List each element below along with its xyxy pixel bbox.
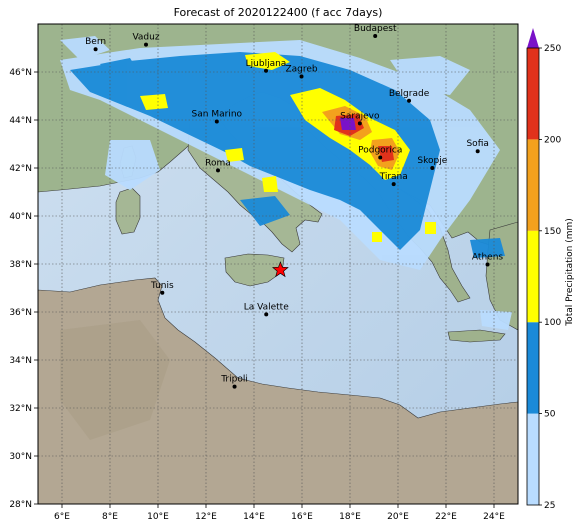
city-label: Bern [85, 37, 106, 47]
city-dot [485, 262, 490, 267]
colorbar-segment [527, 139, 539, 231]
city-skopje: Skopje [417, 156, 448, 170]
city-dot [264, 312, 269, 317]
lat-tick-label: 32°N [9, 404, 32, 414]
graticule [38, 24, 518, 504]
city-sarajevo: Sarajevo [340, 111, 380, 126]
lat-tick-label: 46°N [9, 68, 32, 78]
city-label: Belgrade [389, 89, 430, 99]
lat-tick-label: 34°N [9, 356, 32, 366]
city-tripoli: Tripoli [220, 375, 248, 389]
lon-tick-label: 8°E [102, 512, 118, 522]
city-label: Sofia [466, 139, 488, 149]
city-ljubljana: Ljubljana [246, 59, 287, 73]
colorbar-tick-label: 150 [544, 227, 561, 237]
city-label: Athens [472, 252, 503, 262]
city-budapest: Budapest [354, 24, 397, 38]
city-dot [216, 168, 220, 173]
city-sofia: Sofia [466, 139, 489, 154]
city-label: Podgorica [358, 145, 402, 155]
city-dot [391, 182, 396, 187]
city-podgorica: Podgorica [358, 145, 402, 160]
star-marker [272, 261, 289, 278]
map-title: Forecast of 2020122400 (f acc 7days) [173, 6, 383, 19]
city-dot [357, 121, 362, 126]
colorbar-frame [526, 47, 540, 506]
precip-over-250 [340, 118, 356, 130]
city-tunis: Tunis [150, 281, 174, 295]
colorbar-segment [527, 230, 539, 323]
lat-tick-label: 38°N [9, 260, 32, 270]
colorbar-segment [527, 48, 539, 140]
land-sardinia [115, 187, 141, 235]
city-label: Ljubljana [246, 59, 287, 69]
city-dot [160, 290, 165, 295]
city-label: Sarajevo [340, 111, 380, 121]
city-dot [299, 74, 304, 79]
lon-tick-label: 6°E [54, 512, 70, 522]
city-dot [373, 34, 378, 38]
city-san-marino: San Marino [192, 109, 243, 124]
city-tirana: Tirana [379, 172, 408, 187]
city-label: Tunis [150, 281, 174, 291]
land-desert [60, 320, 170, 440]
land-crete [447, 329, 506, 343]
colorbar-tick-label: 50 [544, 410, 556, 420]
city-dot [430, 166, 435, 170]
lat-tick-label: 28°N [9, 500, 32, 510]
city-label: Zagreb [285, 65, 317, 75]
map-area [38, 24, 518, 504]
city-dot [93, 47, 98, 52]
city-label: Tripoli [220, 375, 248, 385]
city-label: Roma [205, 158, 231, 168]
colorbar: 25 50 100 150 200 250 Total Precipitation (mm… [526, 28, 575, 511]
land-sicily [224, 253, 285, 287]
city-dot [475, 149, 480, 154]
axis-ticks: 6°E 8°E 10°E 12°E 14°E 16°E 18°E 20°E 22°E 24°E 28… [9, 68, 505, 522]
lon-tick-label: 22°E [435, 512, 457, 522]
city-roma: Roma [205, 158, 231, 173]
city-label: Skopje [417, 156, 447, 166]
city-bern: Bern [85, 37, 106, 52]
city-dot [144, 42, 148, 47]
city-label: Vaduz [132, 33, 159, 43]
city-dot [232, 384, 237, 389]
lat-tick-label: 30°N [9, 452, 32, 462]
lon-tick-label: 10°E [147, 512, 169, 522]
colorbar-segment [527, 413, 539, 505]
lon-tick-label: 24°E [483, 512, 505, 522]
city-vaduz: Vaduz [132, 33, 160, 47]
city-dot [214, 119, 219, 124]
lat-tick-label: 44°N [9, 116, 32, 126]
city-belgrade: Belgrade [389, 89, 430, 103]
lon-tick-label: 16°E [291, 512, 313, 522]
lat-tick-label: 36°N [9, 308, 32, 318]
lat-tick-label: 40°N [9, 212, 32, 222]
colorbar-segment [527, 322, 539, 414]
colorbar-tick-label: 250 [544, 44, 561, 54]
city-dot [264, 68, 268, 73]
colorbar-tick-label: 200 [544, 135, 561, 145]
lat-tick-label: 42°N [9, 164, 32, 174]
lon-tick-label: 20°E [387, 512, 409, 522]
star-shape [272, 261, 289, 278]
city-label: San Marino [192, 109, 243, 119]
city-dot [407, 98, 412, 103]
city-label: Tirana [379, 172, 408, 182]
colorbar-tick-label: 100 [544, 318, 561, 328]
lon-tick-label: 18°E [339, 512, 361, 522]
lon-tick-label: 12°E [195, 512, 217, 522]
city-label: La Valette [244, 302, 289, 312]
city-la-valette: La Valette [244, 302, 289, 317]
city-zagreb: Zagreb [285, 65, 318, 79]
city-label: Budapest [354, 24, 397, 34]
city-athens: Athens [472, 252, 503, 267]
colorbar-tick-label: 25 [544, 501, 555, 511]
city-dot [378, 155, 383, 160]
colorbar-extend-arrow [527, 28, 539, 48]
colorbar-label: Total Precipitation (mm) [565, 218, 575, 327]
lon-tick-label: 14°E [243, 512, 265, 522]
